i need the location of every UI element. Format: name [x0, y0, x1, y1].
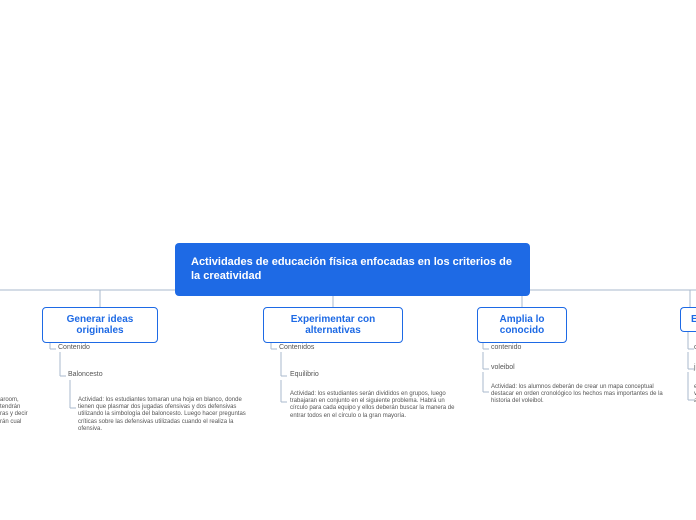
b2-equilibrio: Equilibrio: [290, 371, 319, 379]
branch-label: Eje: [691, 314, 696, 325]
branch-label: Experimentar con alternativas: [291, 314, 375, 336]
branch-eje[interactable]: Eje: [680, 307, 696, 332]
b3-voleibol: voleibol: [491, 364, 515, 372]
b1-contenido: Contenido: [58, 344, 90, 352]
b3-contenido: contenido: [491, 344, 521, 352]
b2-contenidos: Contenidos: [279, 344, 314, 352]
b4-j: j: [694, 364, 696, 372]
b1-baloncesto: Baloncesto: [68, 371, 103, 379]
b1-activity: Actividad: los estudiantes tomaran una h…: [78, 397, 256, 433]
mindmap-canvas: Actividades de educación física enfocada…: [0, 0, 696, 520]
root-title: Actividades de educación física enfocada…: [191, 256, 512, 282]
branch-amplia[interactable]: Amplia lo conocido: [477, 307, 567, 343]
branch-label: Amplia lo conocido: [499, 314, 544, 336]
b2-activity: Actividad: los estudiantes serán dividid…: [290, 391, 462, 420]
b1-partial-left: aroom, tendrán ras y decir rán cual: [0, 397, 30, 426]
branch-generar[interactable]: Generar ideas originales: [42, 307, 158, 343]
root-node[interactable]: Actividades de educación física enfocada…: [175, 243, 530, 296]
branch-label: Generar ideas originales: [67, 314, 134, 336]
b3-activity: Actividad: los alumnos deberán de crear …: [491, 384, 666, 406]
branch-experimentar[interactable]: Experimentar con alternativas: [263, 307, 403, 343]
